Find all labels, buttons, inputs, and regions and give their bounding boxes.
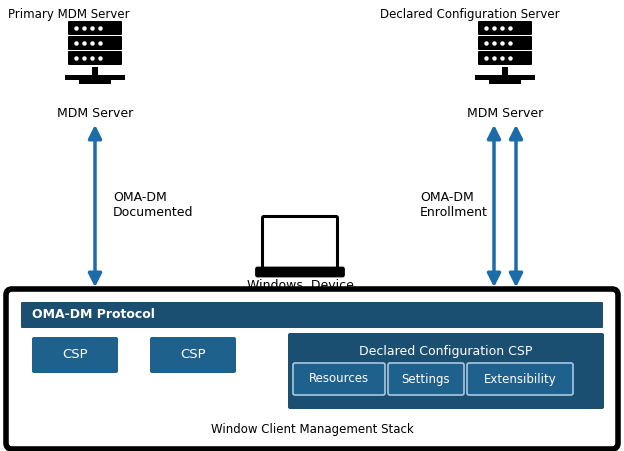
Text: Windows  Device: Windows Device [246, 279, 353, 292]
Bar [79, 80, 110, 84]
FancyBboxPatch shape [478, 36, 532, 50]
FancyBboxPatch shape [32, 337, 118, 373]
Text: MDM Server: MDM Server [57, 107, 133, 120]
Text: Resources: Resources [309, 373, 369, 386]
FancyBboxPatch shape [478, 51, 532, 65]
Text: OMA-DM
Enrollment: OMA-DM Enrollment [420, 191, 488, 219]
FancyBboxPatch shape [256, 268, 343, 276]
FancyBboxPatch shape [150, 337, 236, 373]
Text: Settings: Settings [402, 373, 451, 386]
FancyBboxPatch shape [467, 363, 573, 395]
Text: Extensibility: Extensibility [484, 373, 557, 386]
Text: OMA-DM
Documented: OMA-DM Documented [113, 191, 193, 219]
Bar [65, 75, 125, 80]
FancyBboxPatch shape [263, 216, 338, 270]
Text: Primary MDM Server: Primary MDM Server [8, 8, 130, 21]
Text: MDM Server: MDM Server [467, 107, 543, 120]
FancyBboxPatch shape [478, 21, 532, 35]
FancyBboxPatch shape [21, 302, 603, 328]
FancyBboxPatch shape [6, 289, 618, 449]
Text: Declared Configuration Server: Declared Configuration Server [380, 8, 560, 21]
FancyBboxPatch shape [288, 333, 604, 409]
Text: OMA-DM Protocol: OMA-DM Protocol [32, 308, 155, 322]
Text: CSP: CSP [62, 349, 88, 362]
FancyBboxPatch shape [68, 51, 122, 65]
FancyBboxPatch shape [68, 36, 122, 50]
Text: CSP: CSP [180, 349, 206, 362]
FancyBboxPatch shape [293, 363, 385, 395]
Bar [269, 223, 331, 263]
Text: Window Client Management Stack: Window Client Management Stack [211, 423, 413, 436]
Text: Declared Configuration CSP: Declared Configuration CSP [359, 345, 533, 359]
FancyBboxPatch shape [388, 363, 464, 395]
Bar [92, 67, 98, 75]
Bar [475, 75, 535, 80]
Bar [502, 67, 508, 75]
FancyBboxPatch shape [68, 21, 122, 35]
Bar [489, 80, 520, 84]
